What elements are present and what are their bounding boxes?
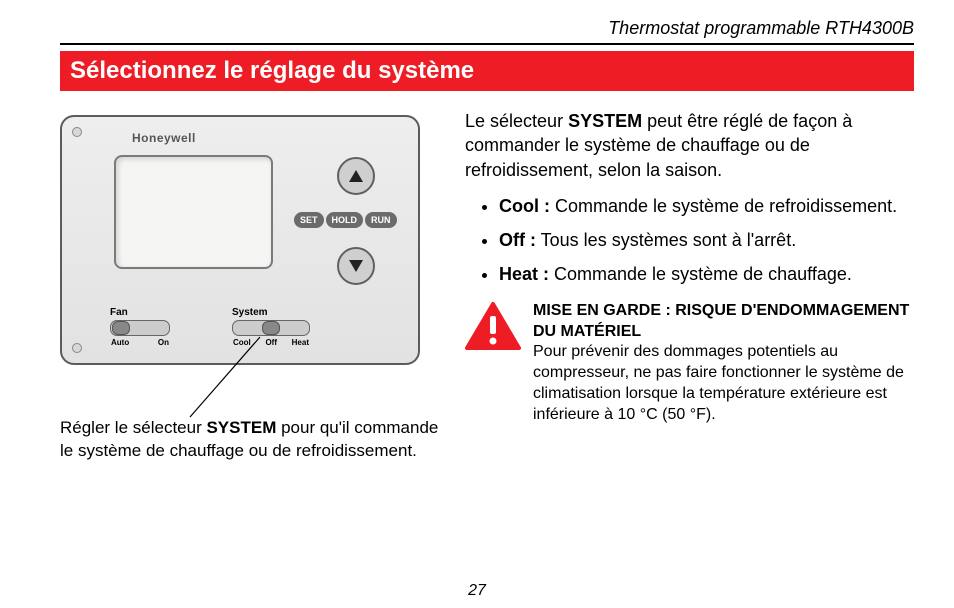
system-option: Off xyxy=(265,338,277,347)
product-title: Thermostat programmable RTH4300B xyxy=(60,18,914,39)
system-option: Cool xyxy=(233,338,251,347)
section-title: Sélectionnez le réglage du système xyxy=(60,51,914,91)
list-item: Off : Tous les systèmes sont à l'arrêt. xyxy=(499,228,914,252)
set-pill: SET xyxy=(294,212,324,228)
system-label: System xyxy=(232,307,268,318)
run-pill: RUN xyxy=(365,212,397,228)
arrow-up-icon xyxy=(349,170,363,182)
system-switch: System Cool Off Heat xyxy=(232,307,310,347)
device-screen xyxy=(114,155,273,269)
warning-block: MISE EN GARDE : RISQUE D'ENDOMMAGEMENT D… xyxy=(465,301,914,426)
fan-label: Fan xyxy=(110,307,128,318)
warning-icon xyxy=(465,301,521,351)
fan-switch: Fan Auto On xyxy=(110,307,170,347)
page-number: 27 xyxy=(468,582,486,600)
device-brand: Honeywell xyxy=(132,131,196,145)
fan-option: Auto xyxy=(111,338,129,347)
arrow-down-icon xyxy=(349,260,363,272)
settings-list: Cool : Commande le système de refroidiss… xyxy=(465,194,914,287)
hold-pill: HOLD xyxy=(326,212,364,228)
header-rule xyxy=(60,43,914,45)
intro-paragraph: Le sélecteur SYSTEM peut être réglé de f… xyxy=(465,109,914,182)
warning-title: MISE EN GARDE : RISQUE D'ENDOMMAGEMENT D… xyxy=(533,302,909,340)
fan-option: On xyxy=(158,338,169,347)
screw-icon xyxy=(72,343,82,353)
screw-icon xyxy=(72,127,82,137)
warning-body: Pour prévenir des dommages potentiels au… xyxy=(533,343,904,422)
up-button xyxy=(337,157,375,195)
list-item: Cool : Commande le système de refroidiss… xyxy=(499,194,914,218)
list-item: Heat : Commande le système de chauffage. xyxy=(499,262,914,286)
pill-button-row: SET HOLD RUN xyxy=(294,212,397,228)
system-option: Heat xyxy=(292,338,309,347)
callout-text: Régler le sélecteur SYSTEM pour qu'il co… xyxy=(60,417,445,463)
thermostat-illustration: Honeywell SET HOLD RUN Fan Auto On xyxy=(60,115,420,365)
down-button xyxy=(337,247,375,285)
